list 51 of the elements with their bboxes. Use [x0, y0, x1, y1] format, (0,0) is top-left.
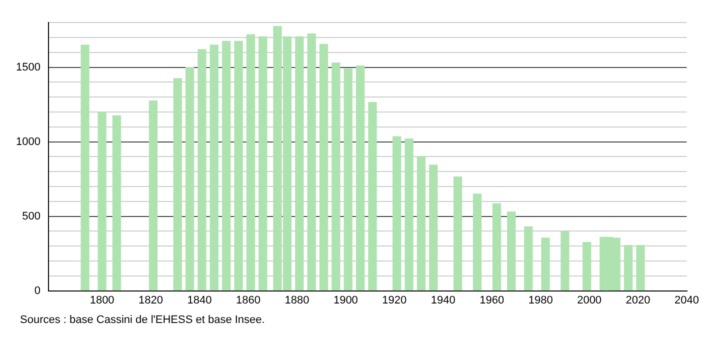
x-tick-label: 2020	[626, 294, 650, 306]
bar	[624, 245, 633, 291]
bar	[524, 226, 533, 291]
bar	[368, 102, 377, 291]
x-tick-label: 1920	[382, 294, 407, 306]
bar	[234, 40, 243, 291]
bar	[560, 230, 570, 291]
bar	[210, 44, 218, 291]
bar	[80, 44, 90, 291]
y-tick-label: 1500	[16, 61, 40, 74]
bar	[185, 66, 194, 291]
y-tick-label: 0	[34, 284, 40, 297]
x-tick-label: 1880	[284, 294, 310, 306]
bar	[541, 238, 550, 291]
x-tick-label: 1800	[90, 294, 114, 306]
bar	[295, 36, 304, 291]
x-tick-label: 1840	[187, 294, 212, 306]
bar	[404, 138, 414, 291]
bar	[429, 164, 438, 291]
x-tick-label: 2000	[577, 294, 602, 306]
x-tick-label: 2040	[674, 294, 700, 306]
y-tick-label: 500	[22, 210, 40, 222]
bar	[112, 115, 122, 291]
bar	[344, 68, 352, 291]
x-tick-label: 1940	[430, 294, 456, 306]
x-tick-label: 1820	[138, 294, 164, 306]
bar	[173, 78, 182, 291]
bar	[392, 136, 402, 291]
bar	[307, 33, 316, 291]
bar	[492, 203, 502, 291]
bar	[507, 212, 516, 291]
bar	[636, 245, 645, 291]
bar	[246, 34, 256, 291]
x-tick-label: 1860	[236, 294, 260, 306]
bar	[148, 100, 158, 291]
bar	[258, 36, 268, 291]
bar	[356, 65, 365, 291]
bar	[453, 176, 462, 291]
bar	[472, 194, 482, 291]
bar	[332, 62, 340, 291]
x-tick-label: 1900	[333, 294, 358, 306]
bar	[98, 112, 106, 291]
bar	[198, 49, 206, 291]
source-note: Sources : base Cassini de l'EHESS et base Insee.	[20, 314, 266, 326]
bar	[416, 156, 426, 291]
bar	[582, 242, 592, 291]
y-tick-label: 1000	[16, 136, 40, 148]
x-tick-label: 1980	[528, 294, 553, 306]
bar	[319, 44, 328, 291]
bar	[222, 40, 231, 291]
x-tick-label: 1960	[480, 294, 504, 306]
